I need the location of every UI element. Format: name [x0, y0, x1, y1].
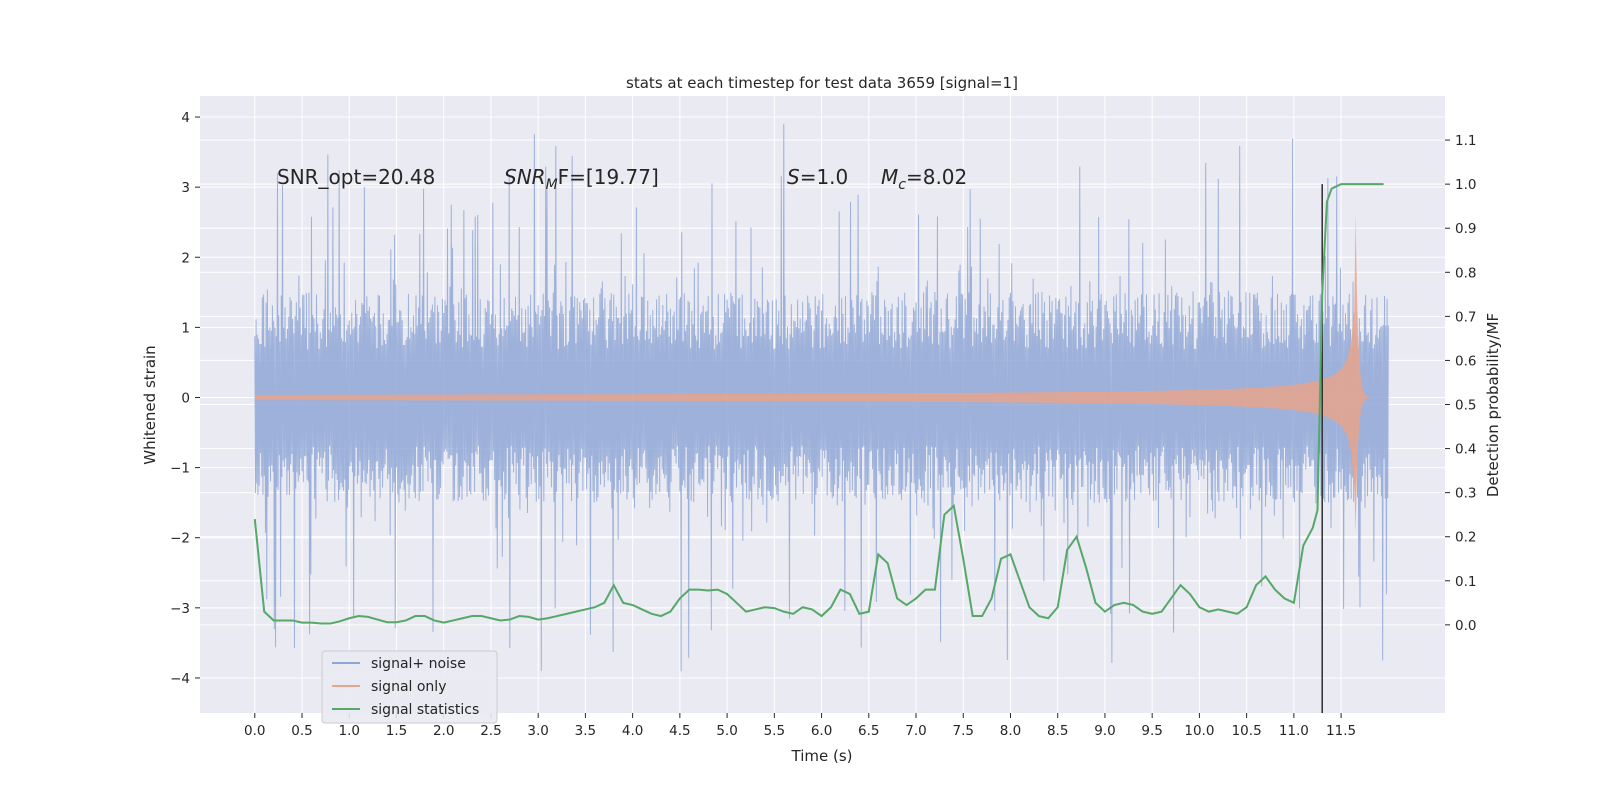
x-tick-label: 3.0 [527, 723, 548, 739]
y2-tick-label: 1.1 [1455, 133, 1476, 149]
y2-tick-label: 0.6 [1455, 353, 1476, 369]
series-signal-statistics [253, 183, 1384, 625]
y2-axis-label: Detection probability/MF [1484, 313, 1502, 497]
x-tick-label: 9.5 [1141, 723, 1162, 739]
y2-tick-label: 0.8 [1455, 265, 1476, 281]
x-tick-label: 7.5 [953, 723, 974, 739]
y-tick-label: 4 [181, 110, 190, 126]
x-tick-label: 10.0 [1184, 723, 1214, 739]
x-tick-label: 5.0 [716, 723, 737, 739]
y-tick-label: −3 [170, 601, 190, 617]
x-axis-ticks: 0.0 0.5 1.0 1.5 2.0 2.5 3.0 3.5 4.0 4.5 5.0 5.5 6.0 6… [244, 713, 1356, 739]
x-axis-label: Time (s) [791, 747, 853, 765]
x-tick-label: 6.5 [858, 723, 879, 739]
x-tick-label: 3.5 [575, 723, 596, 739]
x-tick-label: 0.0 [244, 723, 265, 739]
legend-label-signal-only: signal only [371, 679, 446, 695]
x-tick-label: 2.5 [480, 723, 501, 739]
x-tick-label: 8.0 [1000, 723, 1021, 739]
annotation-snr-mf: SNRMF=[19.77] [504, 165, 659, 193]
chart-title: stats at each timestep for test data 365… [626, 74, 1018, 92]
y-axis-label: Whitened strain [141, 345, 159, 464]
y-tick-label: 3 [181, 180, 190, 196]
x-tick-label: 6.0 [811, 723, 832, 739]
y2-tick-label: 0.5 [1455, 398, 1476, 414]
x-tick-label: 0.5 [291, 723, 312, 739]
annotation-mc: Mc=8.02 [881, 165, 967, 193]
x-tick-label: 1.5 [386, 723, 407, 739]
legend-label-signal-statistics: signal statistics [371, 702, 479, 718]
y2-tick-label: 0.4 [1455, 442, 1476, 458]
x-tick-label: 8.5 [1047, 723, 1068, 739]
legend-box [321, 650, 498, 724]
annotation-s: S=1.0 [787, 165, 848, 189]
annotation-snr-opt: SNR_opt=20.48 [277, 165, 435, 189]
y2-tick-label: 0.9 [1455, 221, 1476, 237]
x-tick-label: 11.5 [1326, 723, 1356, 739]
series-signal-plus-noise [254, 124, 1389, 672]
legend: signal+ noise signal only signal statist… [321, 650, 498, 724]
y2-tick-label: 0.2 [1455, 530, 1476, 546]
x-tick-label: 4.0 [622, 723, 643, 739]
y2-tick-label: 0.0 [1455, 618, 1476, 634]
y-tick-label: 0 [181, 390, 190, 406]
plot-series [253, 124, 1389, 713]
x-tick-label: 10.5 [1232, 723, 1262, 739]
legend-label-signal-plus-noise: signal+ noise [371, 656, 466, 672]
x-tick-label: 4.5 [669, 723, 690, 739]
y-tick-label: 1 [181, 320, 190, 336]
y-tick-label: −2 [170, 531, 190, 547]
y-tick-label: 2 [181, 250, 190, 266]
y2-tick-label: 0.1 [1455, 574, 1476, 590]
y2-tick-label: 1.0 [1455, 177, 1476, 193]
x-tick-label: 7.0 [905, 723, 926, 739]
x-tick-label: 1.0 [339, 723, 360, 739]
y2-tick-label: 0.7 [1455, 309, 1476, 325]
x-tick-label: 5.5 [764, 723, 785, 739]
y2-axis-ticks: 1.1 1.0 0.9 0.8 0.7 0.6 0.5 0.4 0.3 0.2 0.1 0.0 [1445, 133, 1476, 634]
y-tick-label: −4 [170, 671, 190, 687]
y-tick-label: −1 [170, 461, 190, 477]
x-tick-label: 11.0 [1279, 723, 1309, 739]
x-tick-label: 2.0 [433, 723, 454, 739]
x-tick-label: 9.0 [1094, 723, 1115, 739]
y2-tick-label: 0.3 [1455, 486, 1476, 502]
y-axis-ticks: 4 3 2 1 0 −1 −2 −3 −4 [170, 110, 200, 687]
